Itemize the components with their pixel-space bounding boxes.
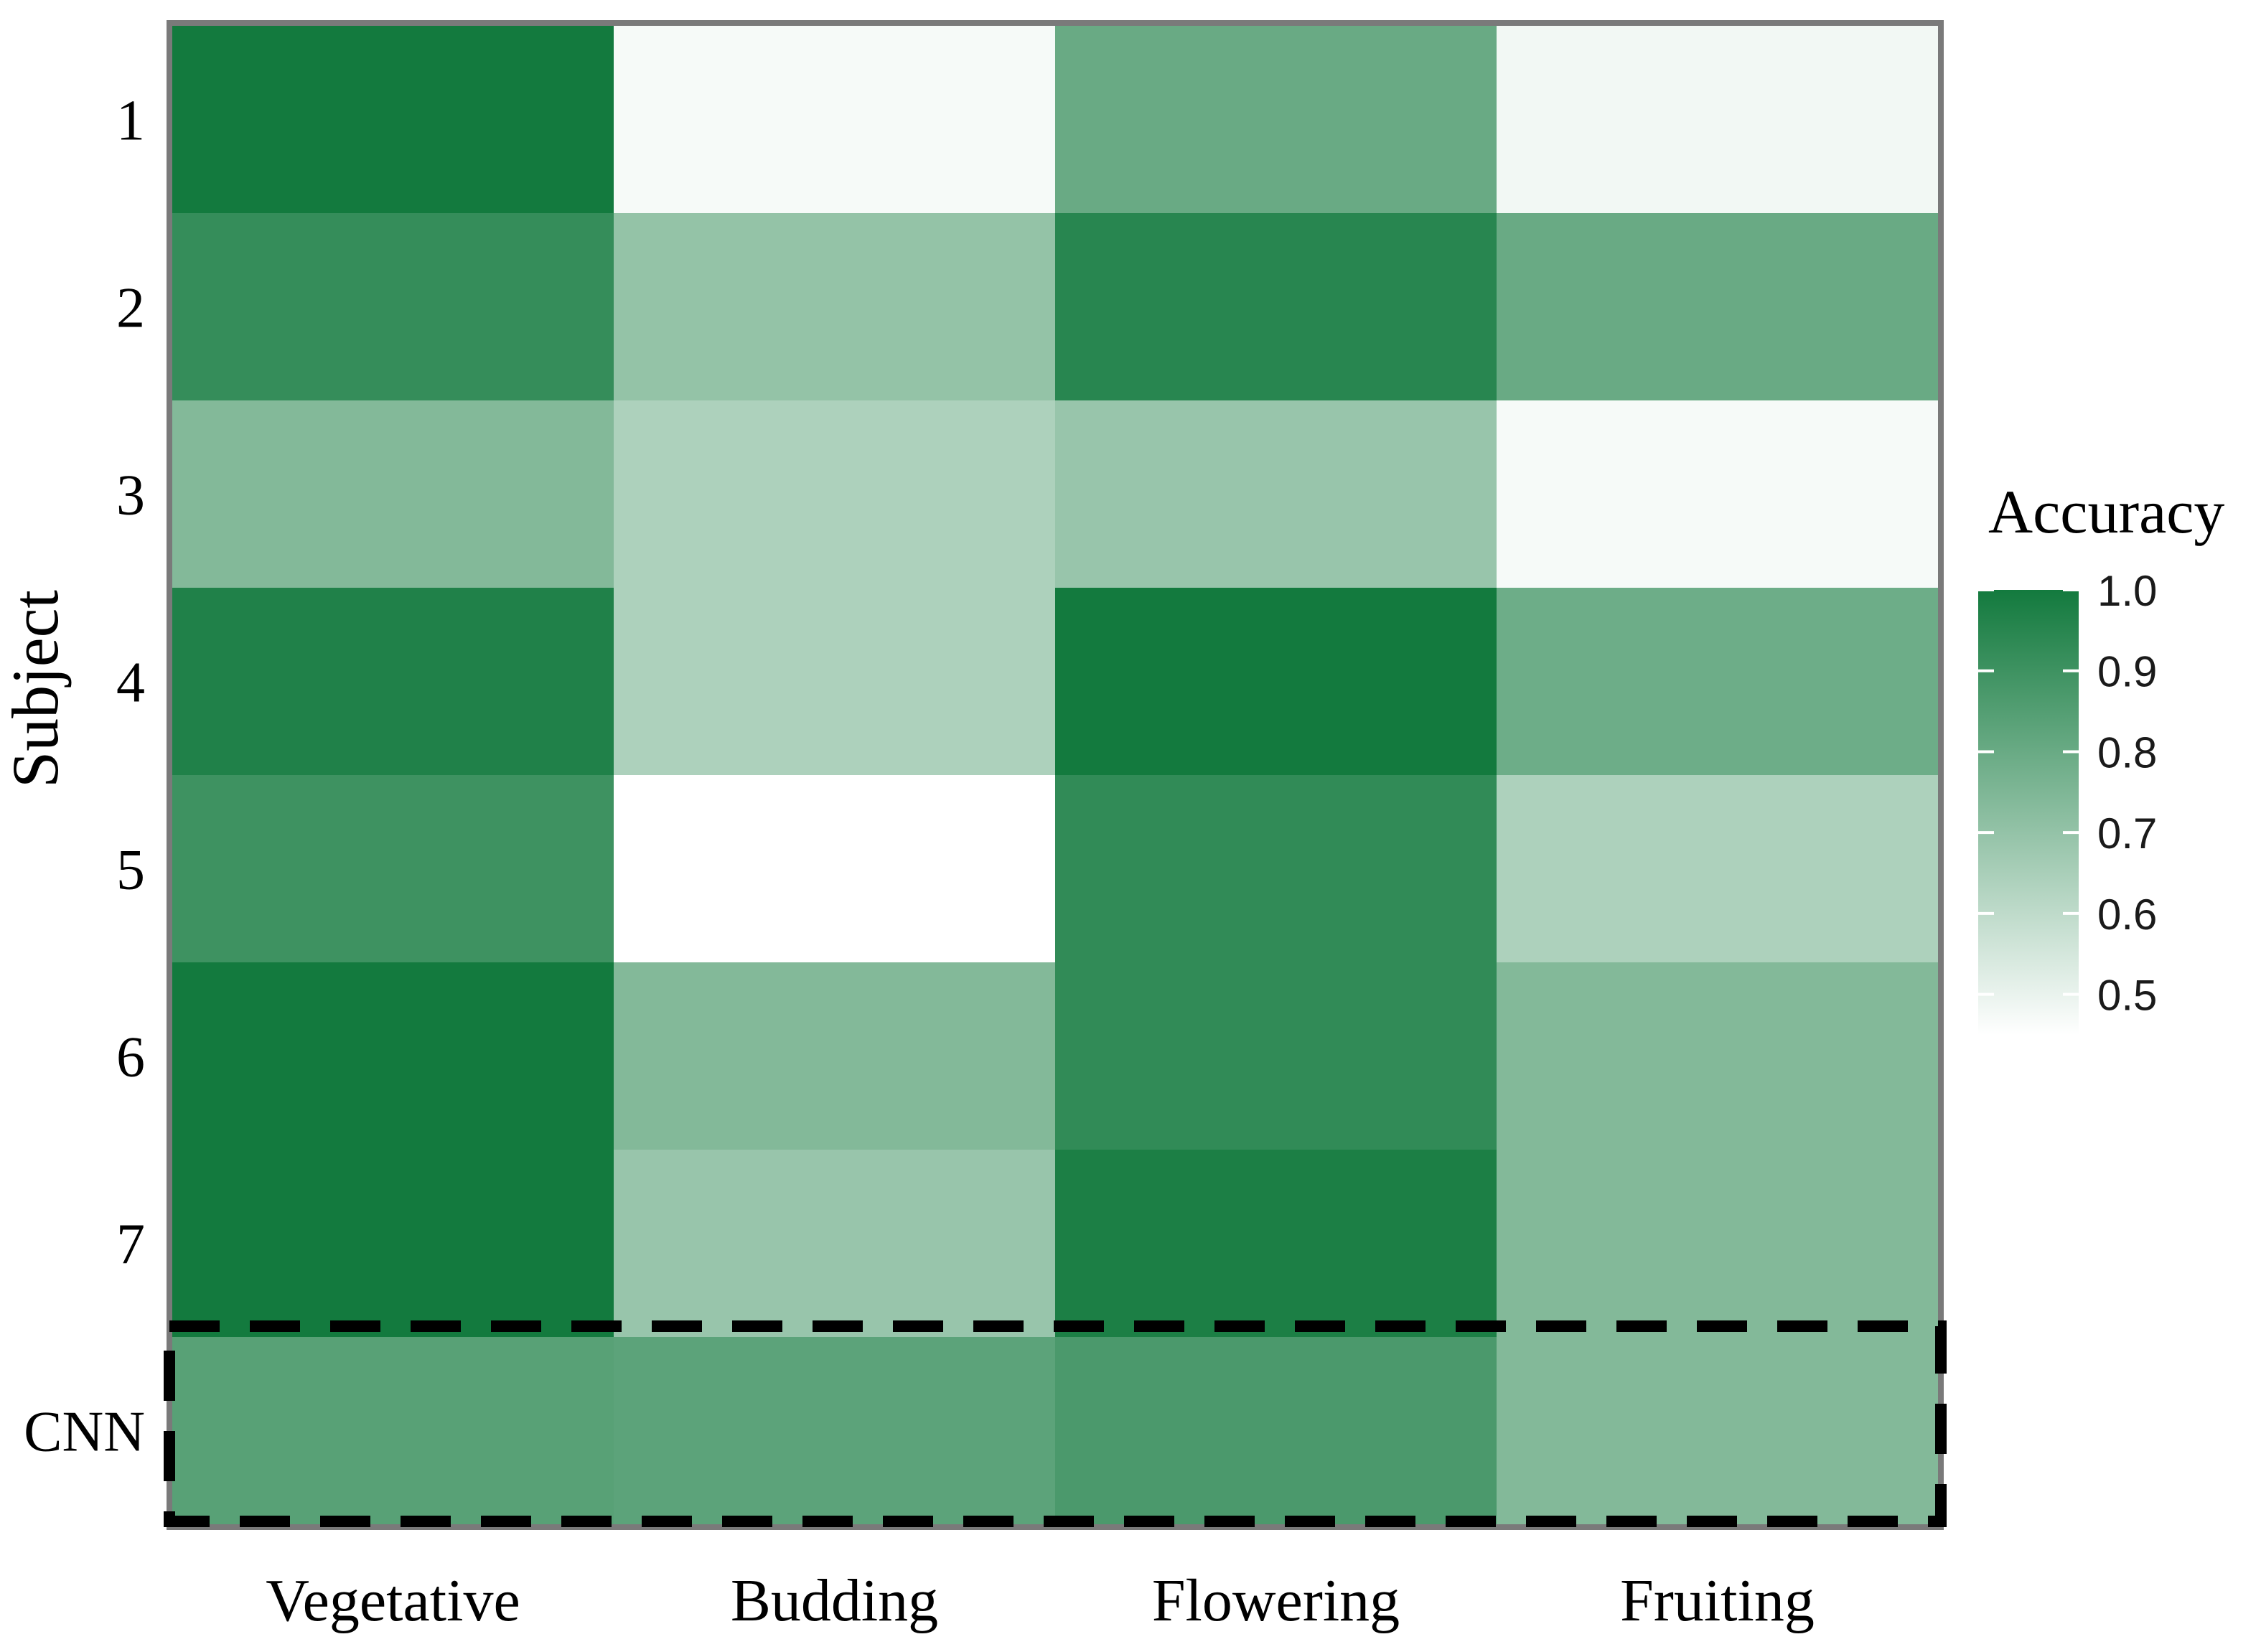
heatmap-cell-1-budding	[614, 26, 1056, 214]
heatmap-cell-7-budding	[614, 1150, 1056, 1338]
row-label-cnn: CNN	[24, 1401, 145, 1464]
heatmap-cell-7-fruiting	[1497, 1150, 1939, 1338]
column-label-fruiting: Fruiting	[1620, 1567, 1815, 1634]
heatmap-cell-5-budding	[614, 775, 1056, 963]
heatmap-cells	[172, 26, 1939, 1525]
legend-tick-label-0-6: 0.6	[2097, 891, 2157, 939]
heatmap-cell-6-budding	[614, 962, 1056, 1150]
row-labels: 1 2 3 4 5 6 7 CNN	[24, 90, 145, 1464]
column-label-vegetative: Vegetative	[266, 1567, 520, 1634]
row-label-5: 5	[116, 839, 145, 902]
heatmap-cell-3-flowering	[1055, 400, 1497, 588]
row-label-4: 4	[116, 652, 145, 715]
heatmap-cell-2-fruiting	[1497, 213, 1939, 401]
cnn-highlight-box	[164, 1320, 1947, 1527]
heatmap-cell-5-flowering	[1055, 775, 1497, 963]
row-label-6: 6	[116, 1026, 145, 1089]
y-axis-title: Subject	[0, 590, 72, 788]
heatmap-cell-4-fruiting	[1497, 588, 1939, 776]
column-label-flowering: Flowering	[1152, 1567, 1400, 1634]
legend-tick-label-0-5: 0.5	[2097, 972, 2157, 1020]
column-labels: Vegetative Budding Flowering Fruiting	[266, 1567, 1815, 1634]
heatmap-cell-2-vegetative	[172, 213, 614, 401]
legend-tick-label-0-8: 0.8	[2097, 728, 2157, 776]
row-label-3: 3	[116, 464, 145, 527]
legend: Accuracy 1.0 0.9 0.8 0.7 0.6 0.5	[1978, 477, 2224, 1035]
heatmap-cell-6-fruiting	[1497, 962, 1939, 1150]
heatmap-cell-5-vegetative	[172, 775, 614, 963]
row-label-1: 1	[116, 90, 145, 153]
heatmap-cell-5-fruiting	[1497, 775, 1939, 963]
heatmap-cell-4-budding	[614, 588, 1056, 776]
heatmap-cell-7-flowering	[1055, 1150, 1497, 1338]
heatmap-cell-1-fruiting	[1497, 26, 1939, 214]
heatmap-cell-1-vegetative	[172, 26, 614, 214]
heatmap-cell-4-flowering	[1055, 588, 1497, 776]
legend-ticks: 1.0 0.9 0.8 0.7 0.6 0.5	[1978, 567, 2157, 1020]
heatmap-cell-6-flowering	[1055, 962, 1497, 1150]
heatmap-cell-6-vegetative	[172, 962, 614, 1150]
heatmap-cell-2-budding	[614, 213, 1056, 401]
column-label-budding: Budding	[731, 1567, 938, 1634]
legend-colorbar	[1978, 590, 2079, 1035]
heatmap-cell-3-budding	[614, 400, 1056, 588]
legend-tick-label-1-0: 1.0	[2097, 567, 2157, 615]
legend-tick-label-0-7: 0.7	[2097, 809, 2157, 858]
heatmap-cell-3-fruiting	[1497, 400, 1939, 588]
legend-tick-label-0-9: 0.9	[2097, 648, 2157, 696]
heatmap-cell-cnn-vegetative	[172, 1337, 614, 1525]
heatmap-cell-cnn-fruiting	[1497, 1337, 1939, 1525]
heatmap-cell-4-vegetative	[172, 588, 614, 776]
heatmap-cell-7-vegetative	[172, 1150, 614, 1338]
row-label-2: 2	[116, 277, 145, 340]
legend-title: Accuracy	[1988, 477, 2224, 546]
heatmap-cell-2-flowering	[1055, 213, 1497, 401]
heatmap-cell-1-flowering	[1055, 26, 1497, 214]
row-label-7: 7	[116, 1214, 145, 1277]
heatmap-cell-cnn-flowering	[1055, 1337, 1497, 1525]
heatmap-cell-3-vegetative	[172, 400, 614, 588]
heatmap-cell-cnn-budding	[614, 1337, 1056, 1525]
